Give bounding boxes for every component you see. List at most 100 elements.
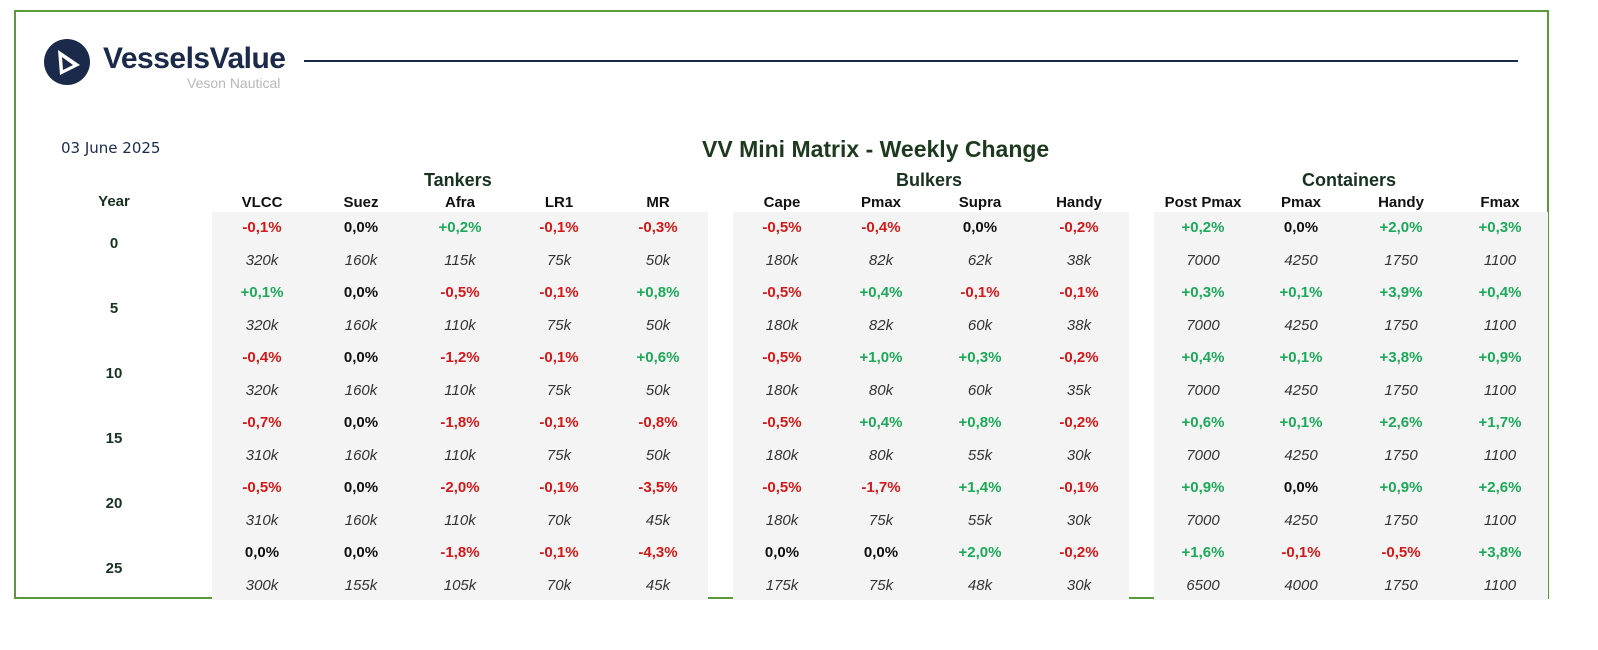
vessel-size-value: 75k: [868, 577, 894, 594]
vessel-size-value: 1100: [1483, 447, 1517, 464]
weekly-change-value: +0,4%: [1181, 349, 1225, 366]
brand-subtitle: Veson Nautical: [187, 75, 281, 91]
weekly-change-value: -0,5%: [762, 349, 802, 366]
vessel-size-value: 4000: [1284, 577, 1318, 594]
group-title-tankers: Tankers: [424, 170, 492, 190]
report-date: 03 June 2025: [61, 139, 161, 157]
vessel-size-value: 7000: [1186, 317, 1220, 334]
weekly-change-value: +1,0%: [859, 349, 903, 366]
weekly-change-value: +0,4%: [1478, 284, 1522, 301]
weekly-change-value: 0,0%: [343, 284, 379, 301]
weekly-change-value: +1,6%: [1181, 544, 1225, 561]
weekly-change-value: 0,0%: [962, 219, 998, 236]
vessel-size-value: 320k: [245, 252, 279, 269]
vessel-size-value: 70k: [546, 512, 572, 529]
weekly-change-value: +0,3%: [1181, 284, 1225, 301]
vessel-size-value: 60k: [967, 317, 993, 334]
weekly-change-value: +2,0%: [958, 544, 1002, 561]
vessel-size-value: 310k: [245, 447, 279, 464]
weekly-change-value: -1,8%: [440, 414, 480, 431]
vessel-size-value: 4250: [1284, 382, 1318, 399]
weekly-change-value: +0,9%: [1478, 349, 1522, 366]
vessel-size-value: 300k: [245, 577, 279, 594]
column-header: LR1: [544, 194, 574, 211]
vessel-size-value: 1100: [1483, 252, 1517, 269]
vessel-size-value: 60k: [967, 382, 993, 399]
vessel-size-value: 110k: [444, 512, 476, 529]
vessel-size-value: 1100: [1483, 577, 1517, 594]
vesselsvalue-logo: VesselsValue Veson Nautical: [43, 38, 293, 93]
column-header: MR: [646, 194, 670, 211]
vessel-size-value: 50k: [645, 317, 671, 334]
vessel-size-value: 160k: [344, 317, 378, 334]
weekly-change-value: 0,0%: [764, 544, 800, 561]
weekly-change-value: +0,1%: [1279, 349, 1323, 366]
vessel-size-value: 6500: [1186, 577, 1220, 594]
vessel-size-value: 7000: [1186, 382, 1220, 399]
weekly-change-value: -0,1%: [539, 284, 579, 301]
vessel-size-value: 180k: [765, 317, 799, 334]
column-header: VLCC: [241, 194, 283, 211]
column-header: Afra: [444, 194, 475, 211]
weekly-change-value: 0,0%: [244, 544, 280, 561]
vessel-size-value: 45k: [645, 512, 671, 529]
weekly-change-value: -2,0%: [440, 479, 480, 496]
weekly-change-value: -1,8%: [440, 544, 480, 561]
weekly-change-value: -0,5%: [762, 219, 802, 236]
vessel-size-value: 7000: [1186, 512, 1220, 529]
vessel-size-value: 4250: [1284, 447, 1318, 464]
vessel-size-value: 30k: [1066, 577, 1092, 594]
vessel-size-value: 30k: [1066, 512, 1092, 529]
vessel-size-value: 38k: [1066, 252, 1092, 269]
vessel-size-value: 75k: [546, 252, 572, 269]
weekly-change-value: -0,1%: [539, 414, 579, 431]
column-header: Post Pmax: [1164, 194, 1242, 211]
vessel-size-value: 1750: [1384, 382, 1418, 399]
weekly-change-value: -0,5%: [762, 284, 802, 301]
vessel-size-value: 48k: [967, 577, 993, 594]
vessel-size-value: 310k: [245, 512, 279, 529]
weekly-change-value: 0,0%: [1283, 219, 1319, 236]
weekly-change-value: 0,0%: [343, 479, 379, 496]
weekly-change-value: +0,1%: [240, 284, 284, 301]
weekly-change-value: -0,1%: [539, 349, 579, 366]
bulkers-panel: [733, 212, 1129, 600]
weekly-change-value: -0,5%: [1381, 544, 1421, 561]
vessel-size-value: 180k: [765, 252, 799, 269]
weekly-change-value: -0,2%: [1059, 544, 1099, 561]
vessel-size-value: 70k: [546, 577, 572, 594]
vessel-size-value: 35k: [1066, 382, 1092, 399]
vessel-size-value: 110k: [444, 317, 476, 334]
vessel-size-value: 80k: [868, 382, 894, 399]
column-header: Fmax: [1480, 194, 1520, 211]
weekly-change-value: +3,8%: [1379, 349, 1423, 366]
weekly-change-value: -0,1%: [1059, 284, 1099, 301]
column-header: Cape: [763, 194, 801, 211]
vessel-size-value: 320k: [245, 317, 279, 334]
weekly-change-value: +0,4%: [859, 414, 903, 431]
weekly-change-value: +0,3%: [1478, 219, 1522, 236]
weekly-change-value: -0,1%: [1281, 544, 1321, 561]
vessel-size-value: 50k: [645, 252, 671, 269]
year-label: 15: [105, 430, 123, 447]
weekly-change-value: -0,5%: [440, 284, 480, 301]
year-header: Year: [98, 193, 130, 210]
tankers-panel: [212, 212, 708, 600]
vessel-size-value: 4250: [1284, 252, 1318, 269]
weekly-change-value: 0,0%: [863, 544, 899, 561]
weekly-change-value: -0,5%: [762, 414, 802, 431]
weekly-change-value: -0,7%: [242, 414, 282, 431]
year-label: 10: [105, 365, 123, 382]
group-title-bulkers: Bulkers: [896, 170, 963, 190]
vessel-size-value: 4250: [1284, 512, 1318, 529]
brand-name: VesselsValue: [103, 42, 286, 75]
weekly-change-value: -0,1%: [539, 544, 579, 561]
vessel-size-value: 180k: [765, 382, 799, 399]
weekly-change-value: 0,0%: [343, 414, 379, 431]
weekly-change-value: +0,1%: [1279, 284, 1323, 301]
weekly-change-value: +1,7%: [1478, 414, 1522, 431]
vessel-size-value: 115k: [444, 252, 476, 269]
weekly-change-value: -0,8%: [638, 414, 678, 431]
weekly-change-value: -0,5%: [242, 479, 282, 496]
weekly-change-value: -0,1%: [960, 284, 1000, 301]
